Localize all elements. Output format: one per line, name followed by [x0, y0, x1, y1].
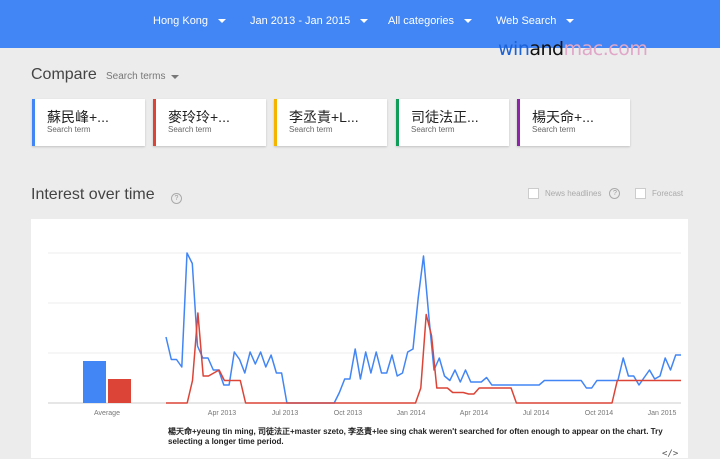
chevron-down-icon: [566, 19, 575, 23]
search-term-name: 蘇民峰+...: [47, 109, 109, 125]
chevron-down-icon: [218, 19, 227, 23]
term-color-bar: [517, 99, 520, 146]
top-filter-bar: Hong Kong Jan 2013 - Jan 2015 All catego…: [0, 0, 720, 48]
search-term-card[interactable]: 司徒法正... Search term: [396, 99, 509, 146]
search-term-name: 麥玲玲+...: [168, 109, 230, 125]
watermark-part-2: and: [529, 38, 564, 60]
help-icon[interactable]: ?: [609, 188, 621, 199]
series-line-red: [166, 312, 681, 404]
x-tick-label: Oct 2014: [585, 410, 614, 417]
news-headlines-toggle[interactable]: News headlines ?: [528, 188, 621, 199]
search-term-subtitle: Search term: [168, 125, 212, 134]
category-label: All categories: [388, 15, 455, 27]
search-term-card[interactable]: 楊天命+... Search term: [517, 99, 630, 146]
watermark-part-1: win: [498, 38, 530, 60]
date-range-label: Jan 2013 - Jan 2015: [250, 15, 351, 27]
forecast-toggle[interactable]: Forecast: [635, 188, 683, 199]
search-type-label: Web Search: [496, 15, 557, 27]
search-term-card[interactable]: 麥玲玲+... Search term: [153, 99, 266, 146]
x-tick-label: Jul 2013: [272, 410, 299, 417]
term-color-bar: [32, 99, 35, 146]
term-color-bar: [153, 99, 156, 146]
chevron-down-icon: [464, 19, 473, 23]
interest-over-time-title: Interest over time: [31, 186, 155, 203]
x-tick-label: Oct 2013: [334, 410, 363, 417]
forecast-label: Forecast: [652, 189, 684, 198]
search-term-subtitle: Search term: [47, 125, 91, 134]
chevron-down-icon: [171, 74, 180, 79]
date-range-dropdown[interactable]: Jan 2013 - Jan 2015: [250, 15, 369, 27]
search-term-subtitle: Search term: [411, 125, 455, 134]
search-term-subtitle: Search term: [289, 125, 333, 134]
search-term-name: 司徒法正...: [411, 109, 479, 125]
x-tick-label: Jan 2015: [648, 410, 677, 417]
search-terms-label: Search terms: [106, 71, 166, 82]
watermark-logo: winandmac.com: [498, 38, 648, 60]
x-tick-label: Apr 2014: [460, 410, 489, 417]
search-term-card[interactable]: 李丞責+L... Search term: [274, 99, 387, 146]
average-bar: [83, 361, 106, 403]
term-color-bar: [396, 99, 399, 146]
term-color-bar: [274, 99, 277, 146]
search-terms-dropdown[interactable]: Search terms: [106, 71, 180, 82]
average-bar: [108, 379, 131, 403]
compare-title: Compare: [31, 66, 97, 83]
checkbox-icon[interactable]: [635, 188, 646, 199]
category-dropdown[interactable]: All categories: [388, 15, 473, 27]
search-term-subtitle: Search term: [532, 125, 576, 134]
x-tick-label: Jul 2014: [523, 410, 550, 417]
search-term-name: 楊天命+...: [532, 109, 594, 125]
average-label: Average: [94, 410, 120, 417]
watermark-part-3: mac.com: [563, 38, 648, 60]
chart-card: [31, 219, 688, 458]
x-tick-label: Jan 2014: [397, 410, 426, 417]
embed-code-icon[interactable]: </>: [662, 449, 679, 459]
checkbox-icon[interactable]: [528, 188, 539, 199]
news-headlines-label: News headlines: [545, 189, 602, 198]
chevron-down-icon: [360, 19, 369, 23]
x-tick-label: Apr 2013: [208, 410, 237, 417]
region-label: Hong Kong: [153, 15, 209, 27]
region-dropdown[interactable]: Hong Kong: [153, 15, 227, 27]
insufficient-data-note: 楊天命+yeung tin ming, 司徒法正+master szeto, 李…: [168, 427, 663, 446]
series-line-blue: [165, 252, 681, 404]
help-icon[interactable]: ?: [171, 193, 182, 204]
search-term-name: 李丞責+L...: [289, 109, 359, 125]
search-term-card[interactable]: 蘇民峰+... Search term: [32, 99, 145, 146]
search-type-dropdown[interactable]: Web Search: [496, 15, 575, 27]
